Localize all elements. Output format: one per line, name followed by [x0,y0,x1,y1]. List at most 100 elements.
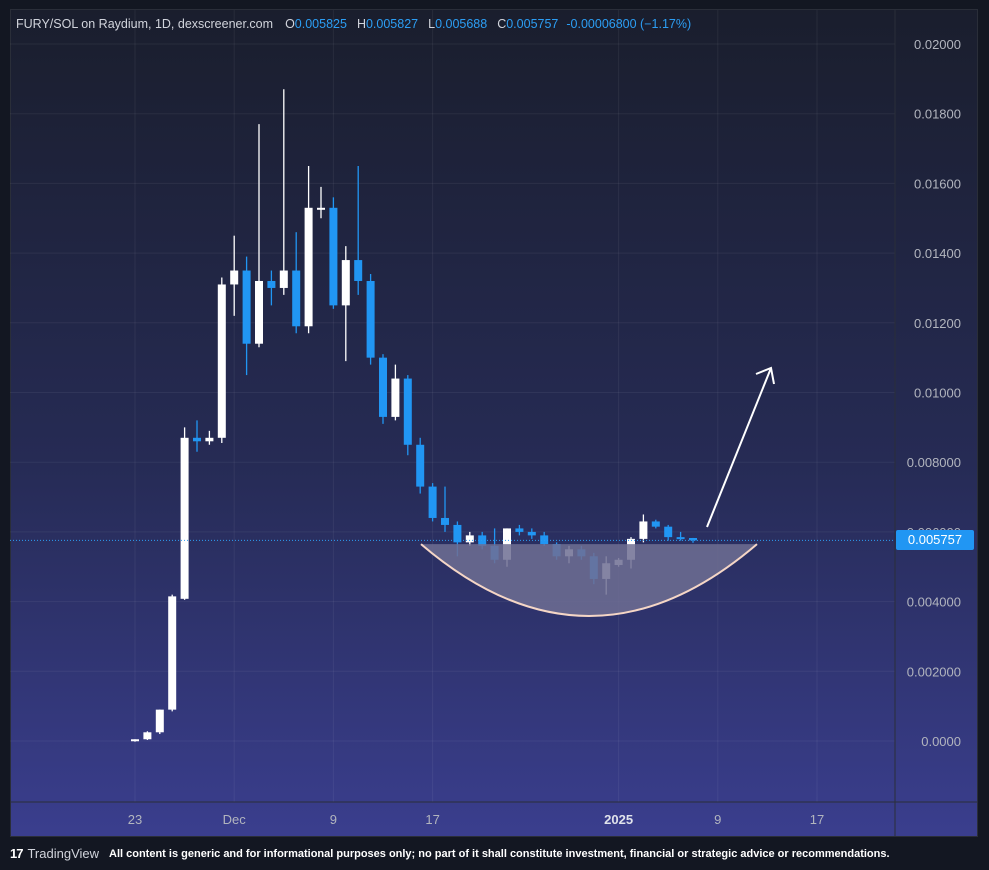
candle-body [205,437,214,442]
candle-body [292,270,301,327]
candle-body [242,270,251,344]
candle [217,277,226,444]
price-axis-label: 0.01400 [914,246,961,261]
candle [366,274,375,365]
candle [292,232,301,334]
price-axis-label: 0.01800 [914,107,961,122]
candle [639,514,648,543]
open-value: 0.005825 [294,17,347,31]
candle-body [453,524,462,543]
candle [155,709,164,735]
candle-body [193,437,201,442]
price-axis-label: 0.01200 [914,316,961,331]
candle [242,256,251,376]
grid-lines [10,10,978,836]
price-axis-label: 0.01000 [914,386,961,401]
tradingview-logo[interactable]: 17 TradingView [10,846,99,861]
candle [689,537,697,543]
candle-body [279,270,288,288]
price-axis-label: 0.002000 [907,664,961,679]
candle [317,186,325,219]
candle-body [540,535,549,545]
disclaimer-text: All content is generic and for informati… [109,847,890,860]
candle [651,519,660,529]
trend-arrow-head-icon [755,366,775,385]
close-label: C [497,17,507,31]
candle-body [230,270,239,285]
annotations-layer [10,366,895,617]
candle-body [478,535,487,546]
candle [304,165,313,334]
candle [428,483,437,522]
candle-body [416,444,425,487]
candle [416,437,425,494]
candle [168,594,177,712]
candle-body [180,437,189,599]
time-axis-label: 17 [425,812,439,827]
candle-body [155,709,164,733]
high-label: H [356,17,366,31]
candle [205,430,214,445]
candle-body [515,528,524,532]
candle-body [341,260,350,306]
candle [527,528,536,539]
close-value: 0.005757 [506,17,559,31]
time-axis-label: 9 [714,812,721,827]
candle [379,354,387,424]
candle [391,364,400,421]
time-axis-label: 17 [810,812,824,827]
chart-legend: FURY/SOL on Raydium, 1D, dexscreener.com… [16,17,691,31]
candle-body [329,207,338,306]
price-axis-label: 0.01600 [914,176,961,191]
candle-body [651,521,660,527]
candle [540,531,549,546]
candle-body [639,521,648,539]
candle-body [465,535,474,543]
time-axis-label: 9 [330,812,337,827]
open-label: O [285,17,295,31]
candle [329,197,338,309]
candle-body [217,284,226,438]
candle-body [168,596,177,710]
time-axis-label: 23 [128,812,142,827]
candle-body [428,486,437,518]
low-value: 0.005688 [435,17,488,31]
candle-body [304,207,313,327]
candle [403,375,412,456]
price-axis-label: 0.004000 [907,595,961,610]
cup-shape-outline [420,543,758,617]
tradingview-logo-icon: 17 [10,846,24,861]
candle [676,531,685,541]
candle-body [255,280,263,344]
candle [515,524,524,536]
price-axis-label: 0.008000 [907,455,961,470]
candle-body [317,207,325,210]
candle-body [689,537,697,541]
candle-body [267,280,276,288]
candle [341,246,350,362]
candle [267,270,276,306]
price-axis-label: 0.0000 [921,734,961,749]
symbol-title: FURY/SOL on Raydium, 1D, dexscreener.com [16,17,274,31]
candle [354,165,363,295]
candle-body [131,739,139,742]
candle-body [366,280,375,358]
candle-body [143,732,152,740]
candle [143,731,152,740]
candle [465,531,474,546]
candle-body [379,357,387,417]
candlestick-chart[interactable]: 0.00000.0020000.0040000.0060000.0080000.… [0,0,989,837]
candles-layer [131,89,697,742]
footer-bar: 17 TradingView All content is generic an… [0,837,989,870]
trend-arrow-line [706,367,772,528]
candle [180,427,189,600]
candle-body [441,517,449,525]
candle-body [664,526,673,538]
price-axis: 0.00000.0020000.0040000.0060000.0080000.… [907,37,961,749]
candle [193,420,201,452]
tradingview-brand: TradingView [27,846,100,861]
candle-body [403,378,412,445]
candle [230,235,239,316]
candle [664,524,673,541]
last-price-badge: 0.005757 [896,530,974,550]
